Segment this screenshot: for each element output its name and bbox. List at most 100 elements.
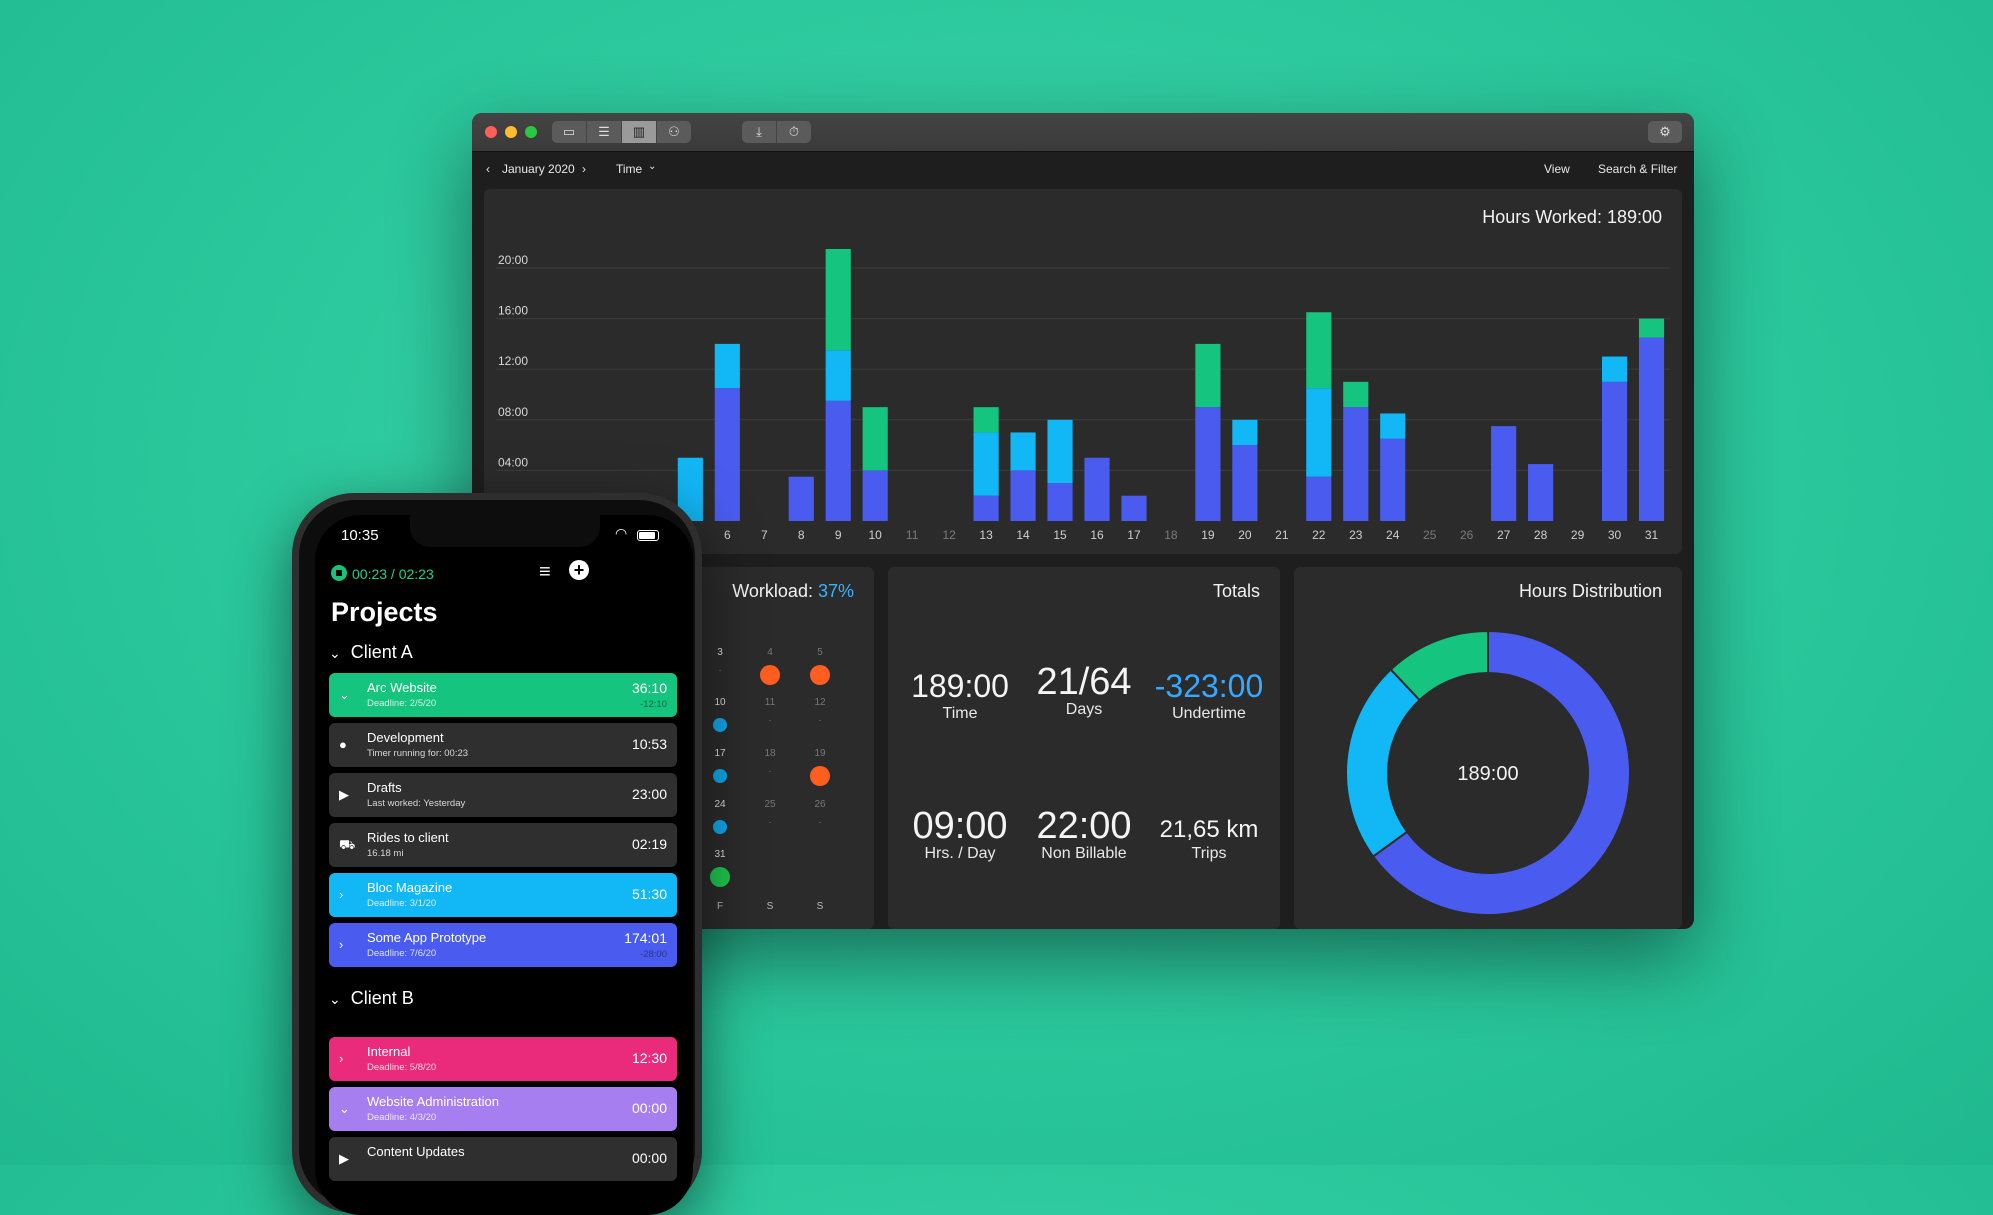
calendar-day[interactable]: 11 bbox=[764, 697, 776, 708]
project-row[interactable]: › Some App Prototype Deadline: 7/6/20 174:0… bbox=[329, 923, 677, 967]
section-client-b[interactable]: ⌄ Client B bbox=[329, 988, 414, 1008]
project-row[interactable]: ⛟ Rides to client 16.18 mi 02:19 bbox=[329, 823, 677, 867]
gear-icon[interactable]: ⚙ bbox=[1659, 124, 1671, 139]
bar-segment[interactable] bbox=[973, 495, 999, 521]
bar-segment[interactable] bbox=[714, 388, 740, 521]
bar-segment[interactable] bbox=[1380, 413, 1406, 439]
close-window-button[interactable] bbox=[485, 126, 497, 138]
period-label[interactable]: January 2020 bbox=[502, 162, 575, 176]
project-row[interactable]: ▶ Content Updates 00:00 bbox=[329, 1137, 677, 1181]
project-row[interactable]: ⌄ Website Administration Deadline: 4/3/20 0… bbox=[329, 1087, 677, 1131]
row-action-icon[interactable]: › bbox=[339, 887, 344, 902]
calendar-day[interactable]: 31 bbox=[714, 849, 726, 860]
project-row[interactable]: ▶ Drafts Last worked: Yesterday 23:00 bbox=[329, 773, 677, 817]
filter-sliders-icon[interactable]: ≡ bbox=[539, 561, 551, 583]
project-row[interactable]: › Bloc Magazine Deadline: 3/1/20 51:30 bbox=[329, 873, 677, 917]
donut-slice[interactable] bbox=[1345, 668, 1421, 858]
bar-segment[interactable] bbox=[1306, 476, 1332, 521]
row-action-icon[interactable]: ▶ bbox=[339, 787, 349, 802]
project-overtime: -28:00 bbox=[640, 949, 667, 960]
running-timer[interactable]: 00:23 / 02:23 bbox=[352, 566, 434, 582]
bar-segment[interactable] bbox=[1601, 381, 1628, 521]
bar-segment[interactable] bbox=[1195, 343, 1221, 408]
empty-day-marker: · bbox=[768, 766, 772, 777]
view-menu[interactable]: View bbox=[1544, 162, 1570, 176]
row-action-icon[interactable]: ● bbox=[339, 737, 347, 752]
bar-segment[interactable] bbox=[1121, 495, 1147, 521]
project-row[interactable]: ⌄ Arc Website Deadline: 2/5/20 36:10 -12:10 bbox=[329, 673, 677, 717]
bar-segment[interactable] bbox=[1084, 457, 1110, 521]
bar-segment[interactable] bbox=[1343, 381, 1369, 408]
project-row[interactable]: › Internal Deadline: 5/8/20 12:30 bbox=[329, 1037, 677, 1081]
calendar-day[interactable]: 24 bbox=[714, 799, 726, 810]
bar-segment[interactable] bbox=[1638, 337, 1665, 521]
calendar-day[interactable]: 19 bbox=[814, 748, 826, 759]
bar-segment[interactable] bbox=[973, 432, 999, 496]
bar-segment[interactable] bbox=[1232, 419, 1258, 446]
bar-segment[interactable] bbox=[788, 476, 814, 521]
row-action-icon[interactable]: › bbox=[339, 937, 344, 952]
phone-notch bbox=[410, 515, 600, 547]
bar-segment[interactable] bbox=[825, 350, 851, 401]
search-filter-button[interactable]: Search & Filter bbox=[1598, 162, 1678, 176]
calendar-day[interactable]: 26 bbox=[814, 799, 826, 810]
section-client-a[interactable]: ⌄ Client A bbox=[329, 642, 413, 662]
row-action-icon[interactable]: ⌄ bbox=[339, 1101, 350, 1116]
hours-per-day: 09:00 Hrs. / Day bbox=[912, 805, 1008, 862]
download-icon[interactable]: ⤓ bbox=[742, 121, 777, 143]
calendar-day[interactable]: 18 bbox=[764, 748, 776, 759]
bar-segment[interactable] bbox=[862, 470, 888, 521]
people-icon[interactable]: ⚇ bbox=[668, 124, 680, 139]
calendar-day[interactable]: 12 bbox=[814, 697, 826, 708]
bar-segment[interactable] bbox=[1232, 445, 1258, 521]
row-action-icon[interactable]: ⌄ bbox=[339, 687, 350, 702]
bar-segment[interactable] bbox=[714, 343, 740, 389]
bar-segment[interactable] bbox=[1343, 407, 1369, 521]
bar-segment[interactable] bbox=[825, 400, 851, 521]
row-action-icon[interactable]: › bbox=[339, 1051, 344, 1066]
bar-segment[interactable] bbox=[1638, 318, 1665, 338]
settings-button[interactable]: ⚙ bbox=[1648, 121, 1682, 143]
x-tick-label: 17 bbox=[1127, 528, 1141, 542]
calendar-day[interactable]: 5 bbox=[817, 647, 823, 658]
calendar-day[interactable]: 25 bbox=[764, 799, 776, 810]
hours-chart-panel: Hours Worked: 189:00 04:00 08:00 12:00 16:0… bbox=[484, 189, 1682, 554]
bar-segment[interactable] bbox=[1047, 483, 1073, 521]
add-circle-icon[interactable]: + bbox=[569, 560, 589, 580]
bar-segment[interactable] bbox=[1010, 432, 1036, 471]
project-row[interactable]: ● Development Timer running for: 00:23 10:5… bbox=[329, 723, 677, 767]
calendar-day[interactable]: 3 bbox=[717, 647, 723, 658]
prev-period-icon[interactable]: ‹ bbox=[486, 162, 490, 176]
bar-segment[interactable] bbox=[1306, 312, 1332, 389]
row-action-icon[interactable]: ▶ bbox=[339, 1151, 349, 1166]
x-tick-label: 12 bbox=[942, 528, 956, 542]
stopwatch-icon[interactable]: ⏱ bbox=[788, 124, 800, 139]
stop-timer-icon[interactable] bbox=[331, 565, 347, 581]
bar-segment[interactable] bbox=[1306, 388, 1332, 477]
bar-segment[interactable] bbox=[1491, 426, 1517, 521]
next-period-icon[interactable]: › bbox=[582, 162, 586, 176]
wifi-icon: ◠ bbox=[615, 525, 628, 541]
donut-slice[interactable] bbox=[1389, 629, 1489, 702]
calendar-day[interactable]: 4 bbox=[767, 647, 773, 658]
bar-segment[interactable] bbox=[1047, 419, 1073, 484]
bar-segment[interactable] bbox=[862, 407, 888, 471]
row-action-icon[interactable]: ⛟ bbox=[339, 837, 356, 852]
bar-segment[interactable] bbox=[825, 249, 851, 351]
donut-slice[interactable] bbox=[1371, 629, 1631, 916]
bar-segment[interactable] bbox=[1528, 464, 1554, 521]
bar-segment[interactable] bbox=[973, 407, 999, 433]
briefcase-icon[interactable]: ▭ bbox=[552, 121, 587, 143]
bar-segment[interactable] bbox=[1195, 407, 1221, 521]
mode-dropdown[interactable]: Time bbox=[616, 162, 643, 176]
zoom-window-button[interactable] bbox=[525, 126, 537, 138]
bar-segment[interactable] bbox=[1601, 356, 1628, 382]
minimize-window-button[interactable] bbox=[505, 126, 517, 138]
bar-chart-icon[interactable]: ▥ bbox=[622, 121, 657, 143]
bar-segment[interactable] bbox=[1010, 470, 1036, 521]
list-icon[interactable]: ☰ bbox=[587, 121, 622, 143]
calendar-day[interactable]: 17 bbox=[714, 748, 726, 759]
bar-segment[interactable] bbox=[1380, 438, 1406, 521]
calendar-day[interactable]: 10 bbox=[714, 697, 726, 708]
y-tick-label: 16:00 bbox=[498, 304, 528, 318]
